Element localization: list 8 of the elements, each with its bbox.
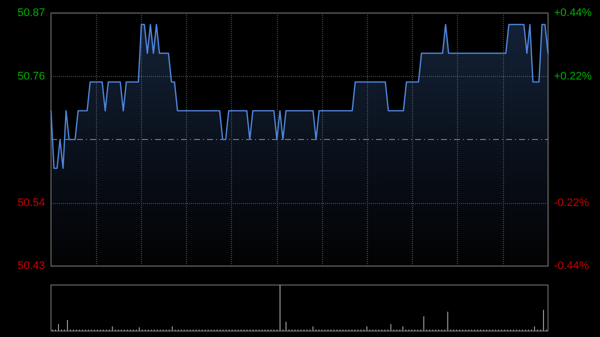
y-tick-label: 50.54 — [17, 196, 45, 209]
y-tick-label: 50.87 — [17, 7, 45, 19]
y2-tick-label: +0.22% — [554, 70, 592, 82]
y2-tick-label: -0.44% — [554, 260, 590, 272]
y2-tick-label: -0.22% — [554, 196, 590, 209]
y-tick-label: 50.43 — [17, 260, 45, 272]
y2-tick-label: +0.44% — [554, 7, 592, 19]
y-tick-label: 50.76 — [17, 70, 45, 82]
